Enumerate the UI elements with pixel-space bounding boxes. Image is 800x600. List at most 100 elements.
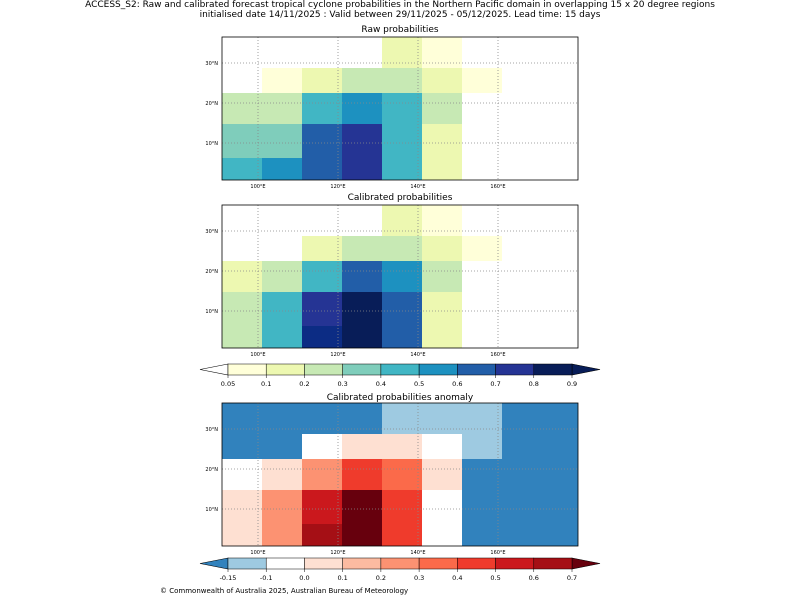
lat-tick-label: 30°N [205,427,218,433]
prob-colorbar-swatch [342,363,382,376]
anom-colorbar-tick-label: -0.15 [220,574,237,582]
anomaly-frame [221,402,579,547]
anomaly-cell [262,524,302,546]
lat-tick-label: 10°N [205,507,218,513]
calibrated-cell [342,326,382,348]
anom-colorbar-swatch [304,557,343,570]
anomaly-cell [502,434,542,459]
calibrated-cell [302,261,342,292]
anomaly-cell [222,524,262,546]
calibrated-cell [382,236,422,261]
calibrated-cell [542,261,578,292]
panel-calibrated-title: Calibrated probabilities [348,193,453,203]
raw-cell [342,158,382,180]
anomaly-cell [502,524,542,546]
anom-colorbar-under-triangle [199,557,229,570]
calibrated-cell [222,326,262,348]
lat-tick-label: 10°N [205,309,218,315]
anomaly-cell [342,524,382,546]
raw-cell [302,68,342,93]
raw-cell [502,68,542,93]
raw-cell [422,158,462,180]
raw-cell [302,93,342,124]
calibrated-cell [462,261,502,292]
raw-cell [462,68,502,93]
prob-colorbar-over-triangle [571,363,601,376]
anomaly-cell [462,434,502,459]
calibrated-cell [262,236,302,261]
raw-cell [342,93,382,124]
raw-cell [542,158,578,180]
prob-colorbar-tick-label: 0.8 [529,380,539,388]
prob-colorbar-tick-label: 0.3 [337,380,347,388]
anomaly-cell [302,434,342,459]
lon-tick-label: 100°E [250,550,265,556]
anomaly-cell [222,459,262,490]
anom-colorbar-swatch [342,557,382,570]
raw-cell [542,93,578,124]
anom-colorbar-tick-label: 0.2 [376,574,386,582]
calibrated-cell [382,292,422,326]
lon-tick-label: 160°E [490,184,505,190]
calibrated-cell [342,292,382,326]
calibrated-cell [502,292,542,326]
raw-cell [262,68,302,93]
lat-tick-label: 30°N [205,61,218,67]
lat-tick-label: 20°N [205,101,218,107]
anomaly-cell [542,403,578,434]
map-panel-anomaly: 100°E 120°E 140°E 160°E 30°N 20°N 10°N [205,402,579,556]
anom-colorbar-swatch [265,557,305,570]
anom-colorbar-swatch [227,557,267,570]
raw-frame [221,36,579,181]
calibrated-cell [222,292,262,326]
anom-colorbar-tick-label: -0.1 [260,574,273,582]
anom-colorbar-tick-label: 0.7 [567,574,577,582]
panel-raw-title: Raw probabilities [361,25,439,35]
raw-cell [542,124,578,158]
lon-tick-label: 120°E [330,550,345,556]
calibrated-cells [222,205,578,348]
calibrated-cell [502,261,542,292]
prob-colorbar-swatch [380,363,420,376]
raw-cell [342,68,382,93]
lon-tick-label: 140°E [410,550,425,556]
anomaly-cell [302,490,342,524]
colorbar-probability: 0.05 0.1 0.2 0.3 0.4 0.5 0.6 0.7 0.8 0.9 [199,363,601,388]
raw-cell [382,68,422,93]
anomaly-cell [222,434,262,459]
raw-cell [502,93,542,124]
anom-colorbar-tick-label: 0.3 [414,574,424,582]
calibrated-cell [422,292,462,326]
calibrated-cell [502,236,542,261]
raw-cell [222,68,262,93]
raw-cell [222,93,262,124]
map-panel-calibrated: 100°E 120°E 140°E 160°E 30°N 20°N 10°N [205,204,579,358]
prob-colorbar-under-triangle [199,363,229,376]
figure-subtitle: initialised date 14/11/2025 : Valid betw… [199,10,601,20]
anomaly-cell [462,524,502,546]
anomaly-cells [222,403,578,546]
calibrated-cell [382,326,422,348]
calibrated-cell [342,236,382,261]
calibrated-cell [542,236,578,261]
anomaly-cell [222,490,262,524]
calibrated-cell [542,205,578,236]
calibrated-cell [262,326,302,348]
anomaly-cell [502,490,542,524]
raw-cell [382,124,422,158]
raw-cell [262,93,302,124]
prob-colorbar-tick-label: 0.05 [221,380,235,388]
prob-colorbar-swatch [304,363,343,376]
raw-cell [422,68,462,93]
anomaly-cell [462,459,502,490]
calibrated-frame [221,204,579,349]
raw-cell [422,93,462,124]
anomaly-cell [262,490,302,524]
lon-tick-label: 140°E [410,184,425,190]
anom-colorbar-tick-label: 0.0 [299,574,309,582]
calibrated-cell [462,236,502,261]
lon-tick-label: 160°E [490,550,505,556]
anomaly-cell [502,459,542,490]
lon-tick-label: 100°E [250,352,265,358]
